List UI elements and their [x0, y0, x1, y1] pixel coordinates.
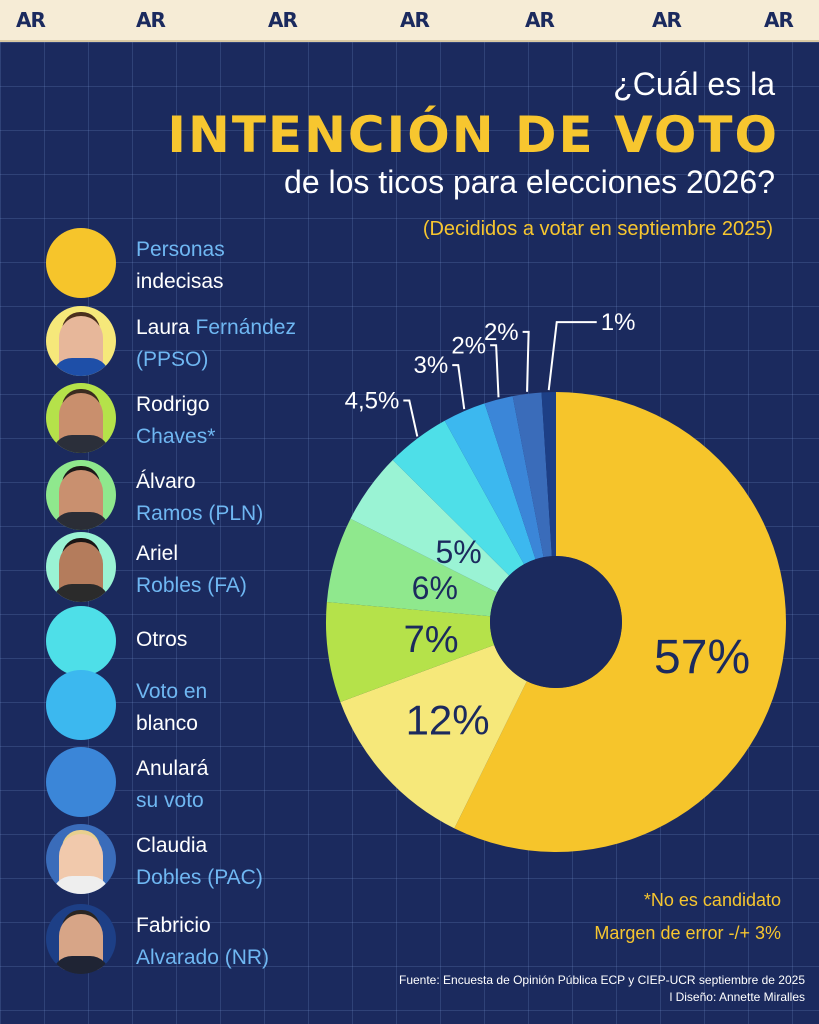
- legend-label: Anulará su voto: [136, 757, 209, 812]
- legend-item: Voto en blanco: [46, 670, 366, 740]
- slice-label: 4,5%: [345, 388, 400, 415]
- candidate-photo: [46, 306, 116, 376]
- slice-label: 12%: [406, 697, 490, 744]
- candidate-photo: [46, 824, 116, 894]
- candidate-note: *No es candidato: [643, 890, 781, 910]
- ar-logo: AR: [764, 8, 794, 32]
- legend-label: Álvaro Ramos (PLN): [136, 470, 264, 525]
- legend-item: Otros: [46, 606, 366, 676]
- ar-logo: AR: [400, 8, 430, 32]
- leader-line: [547, 321, 597, 391]
- title-line-2: INTENCIÓN DE VOTO: [167, 106, 779, 164]
- legend-label: Rodrigo Chaves*: [136, 393, 216, 448]
- donut-hole: [490, 556, 622, 688]
- donut-slice: [326, 602, 495, 702]
- donut-slice: [541, 392, 556, 557]
- donut-slice: [340, 644, 527, 829]
- donut-slice: [484, 396, 544, 560]
- ar-logo: AR: [525, 8, 555, 32]
- donut-slice: [392, 420, 525, 576]
- legend-item: Anulará su voto: [46, 747, 366, 817]
- title-line-1: ¿Cuál es la: [613, 66, 775, 102]
- ar-logo: AR: [268, 8, 298, 32]
- leader-line: [490, 344, 500, 398]
- ar-logo: AR: [16, 8, 46, 32]
- legend-item: Rodrigo Chaves*: [46, 383, 366, 453]
- source-line: Fuente: Encuesta de Opinión Pública ECP …: [399, 973, 805, 987]
- slice-label: 6%: [412, 570, 458, 606]
- donut-slice: [326, 518, 498, 617]
- donut-slice: [350, 460, 510, 593]
- subtitle: (Decididos a votar en septiembre 2025): [422, 218, 773, 240]
- leader-line: [452, 364, 466, 410]
- design-credit: l Diseño: Annette Miralles: [669, 990, 805, 1004]
- legend-label: Claudia Dobles (PAC): [136, 834, 263, 889]
- slice-label: 2%: [451, 332, 486, 359]
- legend-label: Voto en blanco: [136, 680, 208, 735]
- legend-label: Fabricio Alvarado (NR): [136, 914, 270, 969]
- legend-swatch: [46, 606, 116, 676]
- candidate-photo: [46, 383, 116, 453]
- legend-item: Claudia Dobles (PAC): [46, 824, 366, 894]
- donut-slice: [444, 403, 536, 565]
- notes: *No es candidato Margen de error -/+ 3%: [594, 884, 781, 950]
- legend-label: Personas indecisas: [136, 238, 225, 293]
- legend-label: Laura Fernández (PPSO): [136, 316, 296, 371]
- legend-item: Personas indecisas: [46, 228, 366, 298]
- candidate-photo: [46, 532, 116, 602]
- ar-logo: AR: [136, 8, 166, 32]
- legend-item: Ariel Robles (FA): [46, 532, 366, 602]
- slice-label: 1%: [601, 309, 636, 336]
- legend-item: Laura Fernández (PPSO): [46, 306, 366, 376]
- legend-swatch: [46, 228, 116, 298]
- leader-line: [522, 330, 530, 392]
- donut-chart: 57%12%7%6%5%4,5%3%2%2% 1%: [326, 309, 787, 852]
- legend-label: Otros: [136, 628, 188, 651]
- margin-note: Margen de error -/+ 3%: [594, 923, 781, 943]
- top-banner: AR AR AR AR AR AR AR: [0, 0, 819, 42]
- leader-line: [403, 399, 419, 437]
- legend-label: Ariel Robles (FA): [136, 542, 247, 597]
- legend-swatch: [46, 670, 116, 740]
- legend-item: Álvaro Ramos (PLN): [46, 460, 366, 530]
- legend-swatch: [46, 747, 116, 817]
- donut-slice: [512, 392, 552, 558]
- slice-label: 2%: [484, 319, 519, 346]
- candidate-photo: [46, 460, 116, 530]
- candidate-photo: [46, 904, 116, 974]
- slice-label: 57%: [654, 631, 750, 684]
- slice-label: 3%: [414, 352, 449, 379]
- slice-label: 5%: [435, 534, 481, 570]
- source: Fuente: Encuesta de Opinión Pública ECP …: [399, 972, 805, 1006]
- donut-slice: [454, 392, 787, 852]
- ar-logo: AR: [652, 8, 682, 32]
- legend-item: Fabricio Alvarado (NR): [46, 904, 366, 974]
- title-line-3: de los ticos para elecciones 2026?: [284, 164, 775, 200]
- slice-label: 7%: [404, 619, 459, 661]
